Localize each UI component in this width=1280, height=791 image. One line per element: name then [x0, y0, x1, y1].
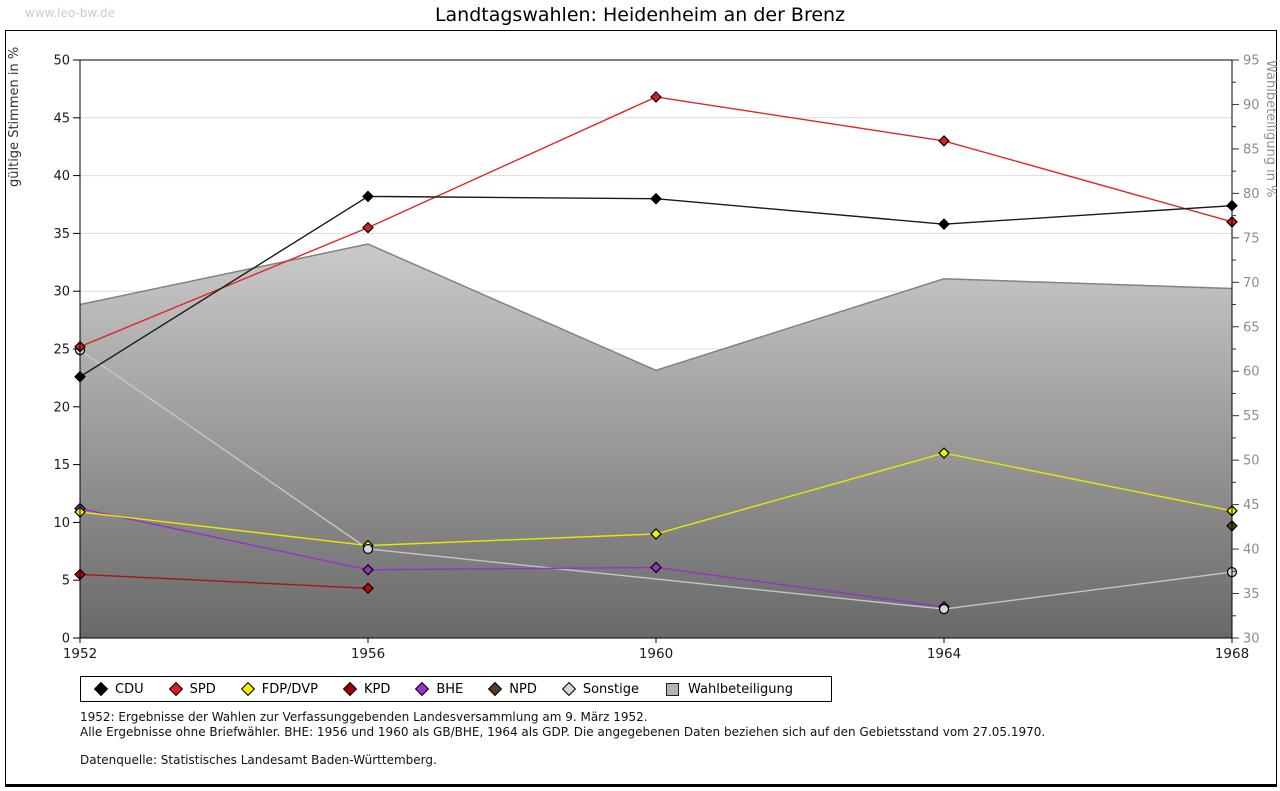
svg-text:10: 10	[53, 516, 70, 531]
svg-text:90: 90	[1243, 98, 1260, 113]
legend-item-wahlbeteiligung: Wahlbeteiligung	[666, 682, 793, 697]
right-axis: 30 35 40 45 50 55 60 65 70 75 80 85 90 95	[1232, 54, 1260, 647]
watermark: www.leo-bw.de	[25, 6, 115, 20]
svg-text:40: 40	[1243, 543, 1260, 558]
svg-text:50: 50	[53, 54, 70, 69]
legend-item-npd: NPD	[488, 681, 537, 697]
svg-text:95: 95	[1243, 54, 1260, 69]
legend-item-fdp-dvp: FDP/DVP	[240, 681, 318, 697]
svg-text:55: 55	[1243, 409, 1260, 424]
series-line-bhe	[79, 507, 945, 608]
footnotes: 1952: Ergebnisse der Wahlen zur Verfassu…	[80, 710, 1045, 768]
svg-text:35: 35	[53, 227, 70, 242]
fdp-dvp-marker-icon	[240, 681, 255, 697]
svg-text:20: 20	[53, 400, 70, 415]
legend-item-label: CDU	[115, 681, 144, 697]
svg-text:30: 30	[53, 285, 70, 300]
chart-legend: CDU SPD FDP/DVP KPD BHE NPD Sonstige Wahlbeteil…	[80, 676, 832, 702]
sonstige-marker-icon	[561, 681, 576, 697]
cdu-marker-icon	[93, 681, 109, 697]
svg-text:50: 50	[1243, 454, 1260, 469]
legend-item-label: Wahlbeteiligung	[688, 681, 794, 697]
svg-text:65: 65	[1243, 320, 1260, 335]
legend-item-sonstige: Sonstige	[561, 681, 640, 697]
svg-text:85: 85	[1243, 142, 1260, 157]
legend-item-bhe: BHE	[415, 681, 464, 697]
svg-text:1968: 1968	[1215, 646, 1249, 662]
legend-item-label: NPD	[509, 681, 537, 697]
svg-text:60: 60	[1243, 365, 1260, 380]
series-line-sonstige	[79, 349, 1233, 610]
footnote-line: Alle Ergebnisse ohne Briefwähler. BHE: 1…	[80, 725, 1046, 739]
left-axis-title: gültige Stimmen in %	[7, 47, 22, 187]
page-title: Landtagswahlen: Heidenheim an der Brenz	[434, 4, 846, 26]
legend-item-label: BHE	[436, 681, 464, 697]
footnote-source: Datenquelle: Statistisches Landesamt Bad…	[80, 753, 437, 767]
spd-marker-icon	[168, 681, 183, 697]
svg-text:5: 5	[62, 574, 70, 589]
svg-text:30: 30	[1243, 632, 1260, 647]
footnote-line: 1952: Ergebnisse der Wahlen zur Verfassu…	[80, 710, 648, 724]
svg-text:1952: 1952	[63, 646, 97, 662]
left-axis: 0 5 10 15 20 25 30 35 40 45 50	[53, 54, 80, 647]
svg-text:45: 45	[53, 111, 70, 126]
svg-text:40: 40	[53, 169, 70, 184]
legend-item-label: SPD	[189, 681, 216, 697]
svg-text:1956: 1956	[351, 646, 385, 662]
svg-text:25: 25	[53, 343, 70, 358]
legend-item-label: KPD	[363, 681, 391, 697]
turnout-area	[79, 243, 1233, 638]
legend-item-label: Sonstige	[582, 681, 640, 697]
svg-text:0: 0	[62, 632, 70, 647]
svg-text:70: 70	[1243, 276, 1260, 291]
svg-text:75: 75	[1243, 231, 1260, 246]
x-axis: 1952 1956 1960 1964 1968	[63, 638, 1249, 662]
kpd-marker-icon	[342, 681, 358, 697]
svg-text:80: 80	[1243, 187, 1260, 202]
npd-marker-icon	[488, 681, 503, 697]
svg-text:15: 15	[53, 458, 70, 473]
svg-text:1964: 1964	[927, 646, 961, 662]
legend-item-kpd: KPD	[342, 681, 391, 697]
svg-text:1960: 1960	[639, 646, 673, 662]
series-line-kpd	[79, 573, 369, 589]
svg-text:35: 35	[1243, 587, 1260, 602]
legend-item-spd: SPD	[168, 681, 216, 697]
chart-frame	[5, 30, 1277, 787]
right-axis-title: Wahlbeteiligung in %	[1263, 60, 1278, 197]
wahlbeteiligung-marker-icon	[666, 682, 680, 696]
legend-item-cdu: CDU	[93, 681, 144, 697]
svg-text:45: 45	[1243, 498, 1260, 513]
legend-item-label: FDP/DVP	[261, 681, 318, 697]
series-markers-spd	[74, 91, 1238, 353]
bhe-marker-icon	[415, 681, 430, 697]
